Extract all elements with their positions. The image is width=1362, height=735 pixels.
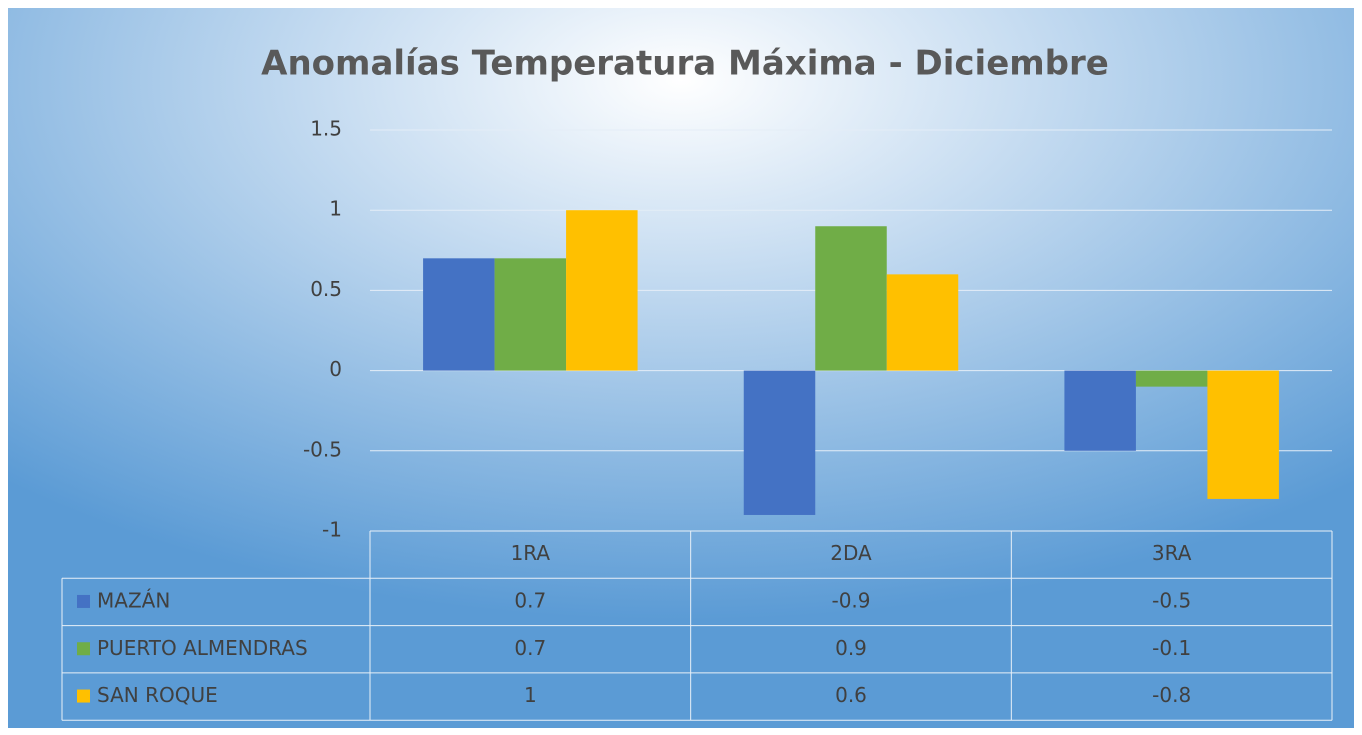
table-value: 0.7 [514, 636, 546, 660]
bar [1207, 370, 1279, 499]
table-value: 0.9 [835, 636, 867, 660]
table-value: -0.1 [1152, 636, 1191, 660]
legend-swatch [77, 594, 90, 608]
legend-label: PUERTO ALMENDRAS [97, 636, 308, 660]
x-tick-label: 3RA [1152, 541, 1192, 565]
legend-swatch [77, 642, 90, 656]
table-value: -0.8 [1152, 683, 1191, 707]
y-tick-label: 0 [329, 357, 342, 381]
table-value: 0.6 [835, 683, 867, 707]
x-tick-label: 2DA [830, 541, 872, 565]
x-tick-label: 1RA [511, 541, 551, 565]
y-tick-label: -0.5 [303, 437, 342, 461]
y-tick-label: 0.5 [310, 277, 342, 301]
chart-background [8, 8, 1354, 728]
table-value: -0.5 [1152, 588, 1191, 612]
legend-swatch [77, 689, 90, 703]
y-tick-label: 1.5 [310, 117, 342, 141]
chart-title: Anomalías Temperatura Máxima - Diciembre [261, 44, 1109, 84]
legend-label: MAZÁN [97, 588, 170, 612]
y-tick-label: 1 [329, 197, 342, 221]
bar [423, 258, 495, 371]
table-value: 0.7 [514, 588, 546, 612]
table-value: 1 [524, 683, 537, 707]
bar [743, 370, 816, 515]
bar [494, 258, 567, 371]
legend-label: SAN ROQUE [97, 683, 218, 707]
bar [815, 226, 887, 371]
bar [1064, 370, 1136, 451]
bar [566, 210, 638, 371]
bar [886, 274, 959, 371]
y-tick-label: -1 [322, 518, 342, 542]
table-value: -0.9 [831, 588, 870, 612]
bar [1135, 370, 1208, 387]
